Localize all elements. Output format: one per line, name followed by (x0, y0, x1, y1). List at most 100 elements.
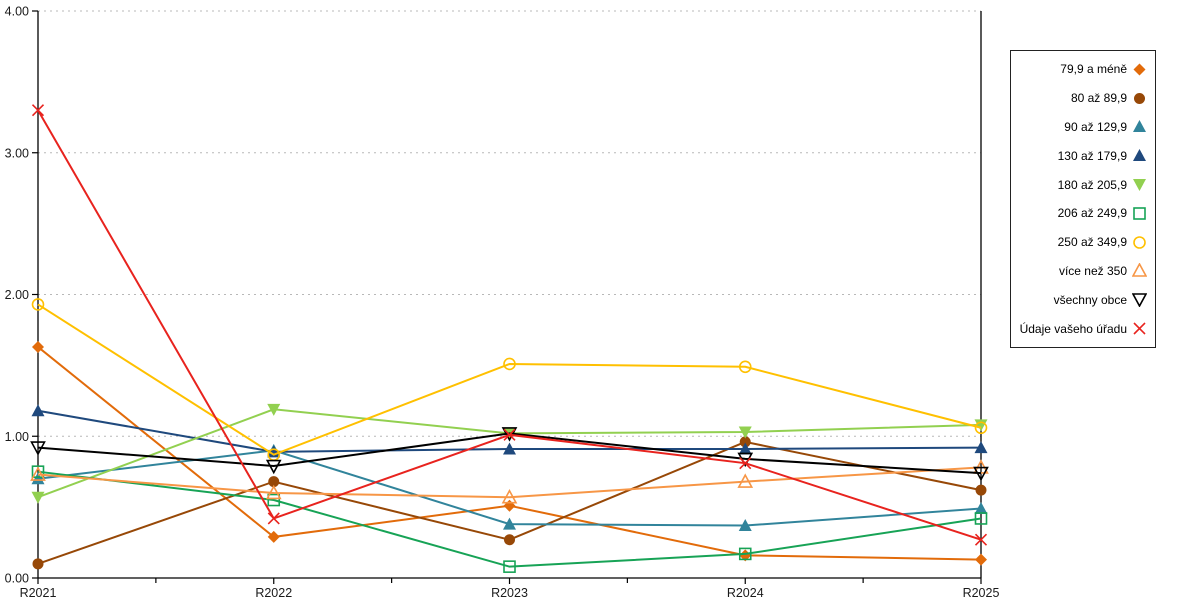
marker-circle-icon (32, 558, 44, 570)
legend-item-label: 80 až 89,9 (1070, 91, 1127, 106)
marker-square-open-icon (267, 493, 281, 507)
marker-circle-open-icon (503, 357, 516, 371)
legend-item-label: 130 až 179,9 (1057, 148, 1127, 163)
marker-triangle-up-icon (1133, 149, 1146, 162)
marker-triangle-down-icon (267, 403, 281, 416)
legend-triangle-up-open-icon (1132, 263, 1147, 278)
marker-triangle-up-icon (503, 442, 516, 455)
marker-triangle-up-icon (738, 519, 752, 532)
marker-triangle-up-icon (31, 404, 45, 417)
legend-item: 80 až 89,9 (1015, 84, 1147, 112)
legend-circle-filled-icon (1134, 92, 1145, 104)
marker-triangle-up-open-icon (737, 473, 754, 488)
marker-circle-open-icon (738, 360, 752, 374)
legend-item: 90 až 129,9 (1015, 113, 1147, 141)
legend: 79,9 a méně 80 až 89,9 90 až 129,9 130 až 1… (1010, 50, 1156, 348)
legend-item: 206 až 249,9 (1015, 199, 1147, 227)
x-tick-label: R2022 (255, 586, 292, 600)
y-tick-label: 2.00 (5, 288, 29, 302)
legend-item: více než 350 (1015, 257, 1147, 285)
marker-triangle-up-icon (1133, 120, 1146, 133)
series-line (37, 470, 982, 568)
y-tick-label: 4.00 (5, 5, 29, 19)
marker-triangle-up-open-icon (501, 489, 518, 504)
marker-square-open-icon (738, 547, 752, 561)
x-tick-label: R2023 (491, 586, 528, 600)
marker-triangle-up-icon (738, 442, 752, 455)
marker-triangle-down-open-icon (1132, 293, 1147, 308)
legend-item-label: 79,9 a méně (1060, 62, 1127, 77)
marker-triangle-down-open-icon (501, 427, 518, 442)
legend-x-icon (1133, 322, 1146, 335)
marker-triangle-down-open-icon (30, 441, 46, 456)
marker-diamond-icon (975, 553, 987, 566)
y-tick-label: 1.00 (5, 430, 29, 444)
legend-diamond-filled-icon (1133, 63, 1146, 76)
x-tick-label: R2024 (727, 586, 764, 600)
marker-diamond-icon (739, 549, 752, 562)
marker-x-icon (31, 104, 45, 117)
marker-triangle-up-open-icon (265, 484, 282, 500)
legend-square-open-icon (1133, 207, 1146, 220)
marker-circle-open-icon (1133, 235, 1146, 249)
legend-item-label: 180 až 205,9 (1057, 177, 1127, 192)
legend-circle-open-icon (1133, 235, 1146, 249)
marker-square-open-icon (31, 465, 45, 478)
marker-triangle-down-icon (1133, 179, 1146, 192)
marker-circle-icon (975, 484, 987, 496)
marker-triangle-up-icon (503, 517, 516, 530)
series-line (37, 432, 982, 475)
marker-circle-icon (1134, 92, 1145, 104)
marker-circle-icon (268, 476, 280, 488)
series-line (37, 466, 982, 499)
marker-diamond-icon (1133, 63, 1146, 76)
marker-triangle-up-icon (974, 441, 988, 454)
marker-x-icon (1133, 322, 1146, 335)
marker-circle-open-icon (31, 298, 45, 311)
marker-triangle-down-open-icon (973, 466, 989, 482)
marker-triangle-down-open-icon (265, 459, 282, 475)
marker-square-open-icon (1133, 207, 1146, 220)
marker-triangle-up-open-icon (30, 466, 46, 481)
marker-x-icon (739, 457, 752, 470)
marker-triangle-up-icon (31, 472, 45, 485)
legend-triangle-up-filled-icon (1133, 149, 1146, 162)
legend-item-label: 90 až 129,9 (1064, 119, 1127, 134)
marker-x-icon (974, 533, 988, 546)
legend-item-label: 206 až 249,9 (1057, 206, 1127, 221)
legend-item: 250 až 349,9 (1015, 228, 1147, 256)
y-tick-label: 3.00 (5, 146, 29, 160)
marker-circle-icon (504, 534, 515, 546)
marker-triangle-up-icon (974, 502, 988, 515)
marker-square-open-icon (974, 512, 988, 525)
legend-triangle-up-filled-icon (1133, 120, 1146, 133)
marker-circle-open-icon (974, 421, 988, 435)
legend-item: všechny obce (1015, 286, 1147, 314)
legend-item-label: více než 350 (1058, 263, 1127, 278)
marker-triangle-down-icon (738, 426, 752, 439)
series-line (37, 303, 982, 456)
legend-item: Údaje vašeho úřadu (1015, 315, 1147, 343)
marker-diamond-icon (503, 499, 516, 512)
legend-item-label: 250 až 349,9 (1057, 235, 1127, 250)
marker-diamond-icon (32, 340, 44, 353)
marker-circle-icon (739, 436, 751, 448)
x-tick-label: R2021 (20, 586, 57, 600)
marker-x-icon (267, 512, 280, 525)
marker-triangle-down-icon (31, 491, 45, 504)
marker-square-open-icon (503, 560, 516, 573)
y-tick-label: 0.00 (5, 572, 29, 586)
legend-item: 180 až 205,9 (1015, 171, 1147, 199)
legend-triangle-down-open-icon (1132, 293, 1147, 308)
marker-x-icon (503, 428, 516, 441)
marker-diamond-icon (267, 530, 280, 543)
legend-item: 79,9 a méně (1015, 55, 1147, 83)
legend-item-label: všechny obce (1053, 292, 1127, 307)
legend-item-label: Údaje vašeho úřadu (1019, 321, 1127, 336)
legend-item: 130 až 179,9 (1015, 142, 1147, 170)
x-tick-label: R2025 (963, 586, 1000, 600)
marker-triangle-up-open-icon (1132, 263, 1147, 278)
legend-triangle-down-filled-icon (1133, 179, 1146, 192)
